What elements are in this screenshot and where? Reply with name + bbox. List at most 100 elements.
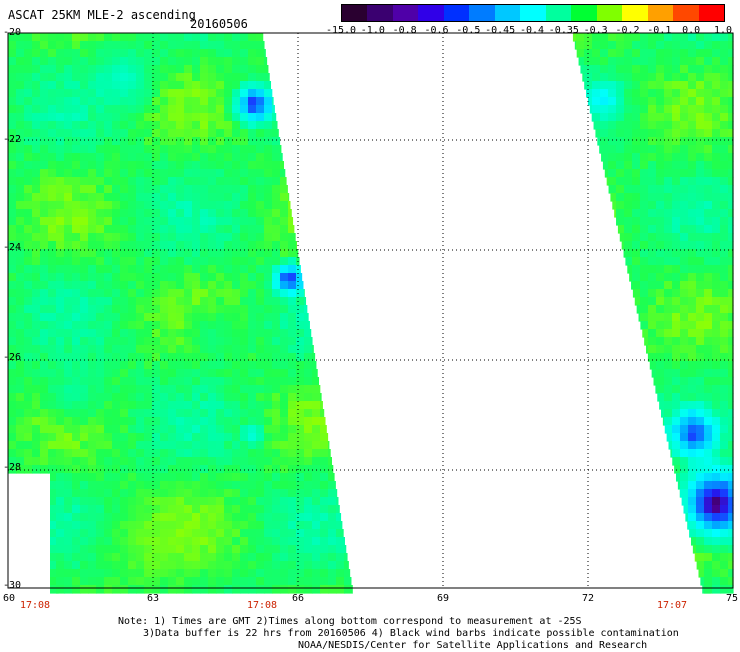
swath-cell — [256, 385, 265, 394]
swath-cell — [96, 545, 105, 554]
swath-cell — [152, 145, 161, 154]
swath-cell — [136, 441, 145, 450]
swath-cell — [168, 441, 177, 450]
swath-cell — [704, 465, 713, 474]
swath-cell — [608, 153, 617, 162]
swath-cell — [224, 217, 233, 226]
swath-cell — [184, 233, 193, 242]
swath-cell — [208, 529, 217, 538]
swath-cell — [648, 89, 657, 98]
swath-cell — [40, 337, 49, 346]
swath-cell — [200, 49, 209, 58]
swath-cell — [648, 185, 657, 194]
swath-cell — [184, 345, 193, 354]
swath-cell — [104, 385, 113, 394]
swath-cell — [624, 65, 633, 74]
swath-cell — [160, 305, 169, 314]
swath-cell — [312, 489, 321, 498]
swath-cell — [664, 289, 673, 298]
swath-cell — [264, 201, 273, 210]
swath-cell — [688, 313, 697, 322]
swath-cell — [704, 249, 713, 258]
swath-cell — [728, 433, 734, 442]
swath-cell — [16, 361, 25, 370]
swath-cell — [256, 177, 265, 186]
swath-cell — [208, 89, 217, 98]
swath-cell — [280, 145, 282, 154]
swath-cell — [80, 425, 89, 434]
swath-cell — [64, 65, 73, 74]
swath-cell — [8, 313, 17, 322]
swath-cell — [16, 137, 25, 146]
swath-cell — [104, 417, 113, 426]
swath-cell — [344, 537, 345, 546]
swath-cell — [664, 49, 673, 58]
swath-cell — [688, 441, 697, 450]
swath-cell — [144, 201, 153, 210]
swath-cell — [48, 313, 57, 322]
swath-cell — [176, 297, 185, 306]
swath-cell — [8, 257, 17, 266]
swath-cell — [128, 289, 137, 298]
swath-cell — [128, 353, 137, 362]
swath-cell — [168, 465, 177, 474]
swath-cell — [696, 369, 705, 378]
swath-cell — [248, 345, 257, 354]
swath-cell — [296, 537, 305, 546]
swath-cell — [136, 97, 145, 106]
swath-cell — [80, 465, 89, 474]
swath-cell — [264, 297, 273, 306]
swath-cell — [272, 361, 281, 370]
swath-cell — [208, 401, 217, 410]
swath-cell — [192, 289, 201, 298]
swath-cell — [88, 377, 97, 386]
swath-cell — [288, 369, 297, 378]
colorbar-swatch — [698, 5, 725, 21]
swath-cell — [248, 41, 257, 50]
swath-cell — [136, 313, 145, 322]
swath-cell — [224, 577, 233, 586]
swath-cell — [656, 41, 665, 50]
swath-cell — [264, 89, 273, 98]
swath-cell — [184, 361, 193, 370]
swath-cell — [224, 537, 233, 546]
swath-cell — [248, 561, 257, 570]
swath-cell — [168, 513, 177, 522]
swath-cell — [712, 57, 721, 66]
swath-cell — [48, 329, 57, 338]
swath-cell — [696, 305, 705, 314]
swath-cell — [248, 329, 257, 338]
swath-cell — [296, 313, 305, 322]
swath-cell — [16, 329, 25, 338]
swath-cell — [720, 385, 729, 394]
swath-cell — [304, 457, 313, 466]
swath-cell — [144, 329, 153, 338]
swath-cell — [712, 169, 721, 178]
swath-cell — [192, 137, 201, 146]
swath-cell — [280, 345, 289, 354]
swath-cell — [240, 585, 249, 594]
swath-cell — [296, 553, 305, 562]
swath-cell — [56, 121, 65, 130]
colorbar-swatch — [443, 5, 470, 21]
swath-cell — [224, 265, 233, 274]
swath-cell — [8, 201, 17, 210]
swath-cell — [640, 217, 649, 226]
swath-cell — [192, 169, 201, 178]
swath-cell — [632, 217, 641, 226]
swath-cell — [680, 313, 689, 322]
swath-cell — [112, 321, 121, 330]
swath-cell — [88, 169, 97, 178]
swath-cell — [256, 521, 265, 530]
swath-cell — [216, 81, 225, 90]
swath-cell — [184, 577, 193, 586]
swath-cell — [248, 545, 257, 554]
swath-cell — [96, 113, 105, 122]
swath-cell — [680, 385, 689, 394]
swath-cell — [72, 401, 81, 410]
swath-cell — [152, 457, 161, 466]
swath-cell — [56, 409, 65, 418]
swath-cell — [696, 361, 705, 370]
swath-cell — [64, 401, 73, 410]
swath-cell — [144, 417, 153, 426]
